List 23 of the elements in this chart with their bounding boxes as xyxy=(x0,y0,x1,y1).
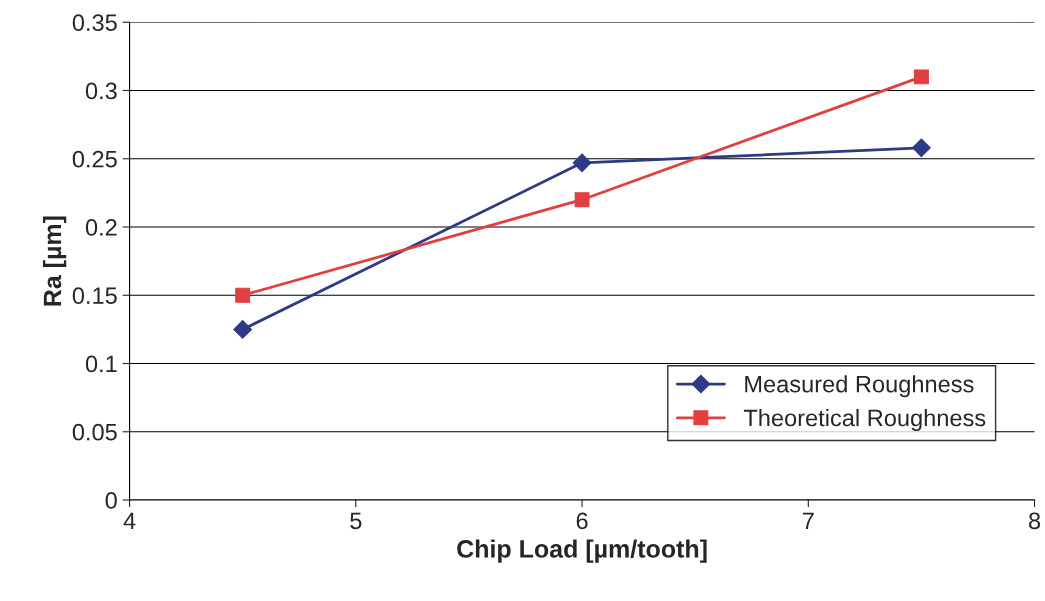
point xyxy=(235,287,251,303)
x-tick-label: 7 xyxy=(802,512,814,529)
x-tick-label: 8 xyxy=(1029,512,1041,530)
y-tick-label: 0.2 xyxy=(85,219,117,236)
legend-label: Measured Roughness xyxy=(745,375,974,398)
x-tick-label: 6 xyxy=(576,512,588,530)
y-tick-label: 0.25 xyxy=(72,150,117,168)
point xyxy=(572,153,592,173)
y-tick-label: 0.15 xyxy=(72,287,117,305)
x-axis-title: Chip Load [µm/tooth] xyxy=(457,539,707,563)
y-tick-label: 0 xyxy=(105,492,117,509)
point xyxy=(912,138,931,158)
point xyxy=(913,69,929,85)
legend-label: Theoretical Roughness xyxy=(743,408,986,431)
point xyxy=(574,192,590,208)
y-axis-title: Ra [µm] xyxy=(42,216,67,306)
x-tick-label: 4 xyxy=(123,512,136,529)
y-tick-label: 0.35 xyxy=(72,14,117,32)
point xyxy=(233,320,253,339)
y-tick-label: 0.3 xyxy=(85,82,117,100)
x-tick-label: 5 xyxy=(350,512,362,530)
y-tick-label: 0.05 xyxy=(72,423,117,441)
y-tick-label: 0.1 xyxy=(85,355,117,373)
